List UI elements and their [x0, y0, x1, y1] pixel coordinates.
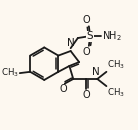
Text: NH$_2$: NH$_2$ [102, 29, 122, 43]
Text: N: N [92, 67, 100, 77]
Text: N: N [67, 38, 75, 48]
Text: O: O [82, 47, 90, 57]
Text: O: O [82, 15, 90, 25]
Text: CH$_3$: CH$_3$ [1, 67, 19, 79]
Text: S: S [87, 31, 93, 41]
Text: CH$_3$: CH$_3$ [107, 87, 125, 99]
Text: CH$_3$: CH$_3$ [107, 59, 125, 71]
Text: O: O [83, 90, 90, 100]
Text: O: O [59, 84, 67, 94]
